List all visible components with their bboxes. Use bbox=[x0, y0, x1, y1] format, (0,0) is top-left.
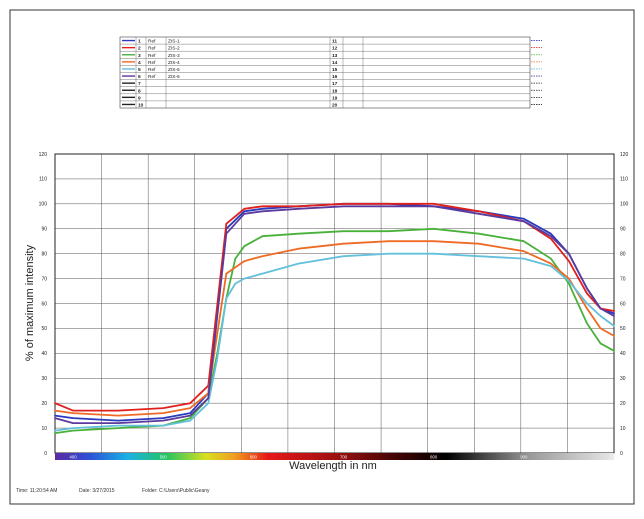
x-axis: 400 500 600 700 800 900 1000 bbox=[70, 455, 620, 460]
legend-row-number: 18 bbox=[332, 88, 338, 94]
legend-row-number: 19 bbox=[332, 95, 338, 101]
y-axis-right: 0 10 20 30 40 50 60 70 80 90 100 110 120 bbox=[620, 152, 629, 457]
legend-row-number: 16 bbox=[332, 74, 338, 80]
legend-row-name: ZIS-5 bbox=[168, 67, 180, 73]
legend-row-number: 17 bbox=[332, 81, 338, 87]
y-tick-label: 110 bbox=[39, 177, 47, 183]
spectrum-color-bar bbox=[55, 453, 614, 460]
footer-date: Date: 3/27/2015 bbox=[79, 488, 115, 494]
y-tick-label-right: 120 bbox=[620, 152, 629, 158]
x-tick-label: 1000 bbox=[609, 455, 619, 460]
series-line-zis-4 bbox=[54, 240, 615, 417]
y-tick-label: 70 bbox=[41, 276, 47, 282]
legend-row-number: 9 bbox=[138, 95, 141, 101]
legend-row-number: 6 bbox=[138, 74, 141, 80]
x-tick-label: 600 bbox=[250, 455, 258, 460]
y-tick-label: 50 bbox=[41, 326, 47, 332]
y-tick-label-right: 40 bbox=[620, 351, 626, 357]
footer-time: Time: 11:20:54 AM bbox=[16, 488, 57, 494]
legend-row-number: 15 bbox=[332, 67, 338, 73]
legend-row-name: ZIS-6 bbox=[168, 74, 180, 80]
series-line-zis-6 bbox=[54, 205, 615, 424]
legend-row-name: ZIS-3 bbox=[168, 53, 180, 59]
legend-row-number: 2 bbox=[138, 46, 141, 52]
y-tick-label: 40 bbox=[41, 351, 47, 357]
legend-row-type: Ref bbox=[148, 46, 156, 52]
y-tick-label: 30 bbox=[41, 376, 47, 382]
y-tick-label-right: 10 bbox=[620, 426, 626, 432]
y-tick-label: 120 bbox=[39, 152, 48, 158]
series-line-zis-5 bbox=[54, 252, 615, 432]
y-axis-left: 0 10 20 30 40 50 60 70 80 90 100 110 120 bbox=[39, 152, 48, 457]
legend-row-number: 8 bbox=[138, 88, 141, 94]
series-line-zis-2 bbox=[54, 202, 615, 412]
legend-row-type: Ref bbox=[148, 74, 156, 80]
legend-row-number: 7 bbox=[138, 81, 141, 87]
y-tick-label: 90 bbox=[41, 227, 47, 233]
legend-row-name: ZIS-1 bbox=[168, 39, 180, 45]
y-tick-label: 100 bbox=[39, 202, 48, 208]
legend-row-name: ZIS-4 bbox=[168, 60, 180, 66]
y-tick-label-right: 60 bbox=[620, 301, 626, 307]
legend-row-name: ZIS-2 bbox=[168, 46, 180, 52]
y-tick-label-right: 20 bbox=[620, 401, 626, 407]
y-tick-label-right: 30 bbox=[620, 376, 626, 382]
legend-row-number: 3 bbox=[138, 53, 141, 59]
legend-row-number: 4 bbox=[138, 60, 141, 66]
legend-row-number: 1 bbox=[138, 39, 141, 45]
report-border bbox=[9, 9, 635, 505]
y-tick-label: 80 bbox=[41, 251, 47, 257]
x-tick-label: 700 bbox=[340, 455, 348, 460]
x-tick-label: 800 bbox=[430, 455, 438, 460]
legend-row-number: 13 bbox=[332, 53, 338, 59]
legend-table: 1 Ref ZIS-1 2 Ref ZIS-2 3 Ref ZIS-3 4 Ref ZIS-4 5 Ref… bbox=[119, 36, 542, 109]
y-tick-label-right: 70 bbox=[620, 276, 626, 282]
y-tick-label: 60 bbox=[41, 301, 47, 307]
legend-row-number: 20 bbox=[332, 103, 338, 109]
footer-folder: Folder: C:\Users\Public\Geany bbox=[142, 488, 210, 494]
y-axis-label: % of maximum intensity bbox=[24, 244, 36, 361]
y-tick-label-right: 0 bbox=[620, 451, 623, 457]
legend-row-type: Ref bbox=[148, 67, 156, 73]
legend-row-number: 5 bbox=[138, 67, 141, 73]
y-tick-label-right: 50 bbox=[620, 326, 626, 332]
legend-row-type: Ref bbox=[148, 53, 156, 59]
x-tick-label: 400 bbox=[70, 455, 78, 460]
series-lines bbox=[54, 202, 615, 434]
x-tick-label: 500 bbox=[160, 455, 168, 460]
y-tick-label: 20 bbox=[41, 401, 47, 407]
x-tick-label: 900 bbox=[520, 455, 528, 460]
legend-row-number: 14 bbox=[332, 60, 338, 66]
legend-row-type: Ref bbox=[148, 39, 156, 45]
y-tick-label-right: 110 bbox=[620, 177, 628, 183]
y-tick-label-right: 90 bbox=[620, 227, 626, 233]
y-tick-label: 0 bbox=[44, 451, 47, 457]
x-axis-label: Wavelength in nm bbox=[289, 460, 377, 472]
legend-row-number: 12 bbox=[332, 46, 338, 52]
y-tick-label-right: 80 bbox=[620, 251, 626, 257]
y-tick-label: 10 bbox=[41, 426, 47, 432]
legend-row-number: 10 bbox=[138, 103, 144, 109]
legend-row-number: 11 bbox=[332, 39, 337, 45]
chart-grid bbox=[55, 154, 614, 453]
y-tick-label-right: 100 bbox=[620, 202, 629, 208]
legend-row-type: Ref bbox=[148, 60, 156, 66]
